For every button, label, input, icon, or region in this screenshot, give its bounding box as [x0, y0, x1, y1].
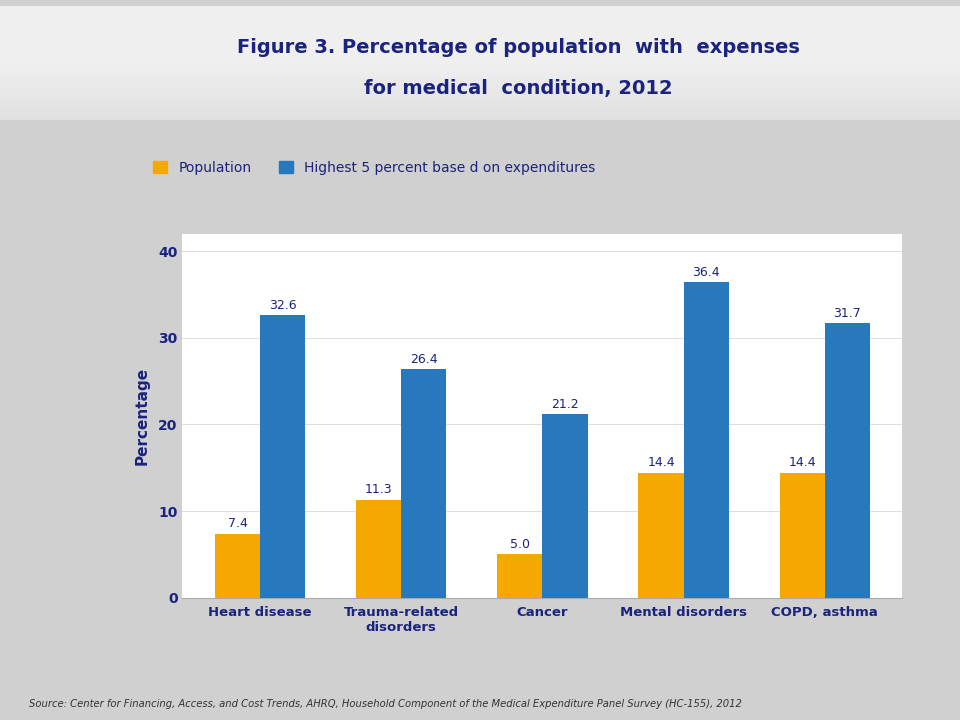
- Bar: [356, 500, 401, 598]
- Bar: [260, 315, 305, 598]
- Text: 36.4: 36.4: [692, 266, 720, 279]
- Bar: [0, 50, 960, 109]
- Bar: [401, 369, 446, 598]
- Bar: [684, 282, 729, 598]
- Bar: [0, 23, 960, 82]
- Text: Source: Center for Financing, Access, and Cost Trends, AHRQ, Household Component: Source: Center for Financing, Access, an…: [29, 699, 742, 708]
- Bar: [0, 6, 960, 65]
- Bar: [0, 14, 960, 73]
- Text: 11.3: 11.3: [365, 483, 393, 496]
- Bar: [0, 30, 960, 88]
- Bar: [638, 473, 684, 598]
- Bar: [0, 58, 960, 117]
- Text: Figure 3. Percentage of population  with  expenses: Figure 3. Percentage of population with …: [237, 38, 800, 58]
- Bar: [0, 47, 960, 106]
- Bar: [0, 35, 960, 94]
- Text: 14.4: 14.4: [647, 456, 675, 469]
- Bar: [0, 41, 960, 99]
- Text: 32.6: 32.6: [269, 299, 297, 312]
- Bar: [0, 32, 960, 91]
- Text: 7.4: 7.4: [228, 517, 248, 530]
- Bar: [0, 55, 960, 114]
- Legend: Population, Highest 5 percent base d on expenditures: Population, Highest 5 percent base d on …: [154, 161, 595, 175]
- Bar: [0, 17, 960, 76]
- Bar: [215, 534, 260, 598]
- Bar: [0, 20, 960, 79]
- Text: for medical  condition, 2012: for medical condition, 2012: [364, 78, 673, 98]
- Text: 26.4: 26.4: [410, 353, 438, 366]
- Bar: [0, 12, 960, 71]
- Bar: [497, 554, 542, 598]
- Bar: [0, 53, 960, 112]
- Text: 5.0: 5.0: [510, 538, 530, 551]
- Text: 31.7: 31.7: [833, 307, 861, 320]
- Text: 14.4: 14.4: [788, 456, 816, 469]
- Bar: [0, 38, 960, 96]
- Bar: [0, 27, 960, 85]
- Bar: [0, 9, 960, 68]
- Bar: [0, 44, 960, 103]
- Text: 21.2: 21.2: [551, 397, 579, 410]
- Bar: [825, 323, 870, 598]
- Bar: [542, 414, 588, 598]
- Bar: [0, 61, 960, 120]
- Bar: [780, 473, 825, 598]
- Y-axis label: Percentage: Percentage: [134, 366, 150, 465]
